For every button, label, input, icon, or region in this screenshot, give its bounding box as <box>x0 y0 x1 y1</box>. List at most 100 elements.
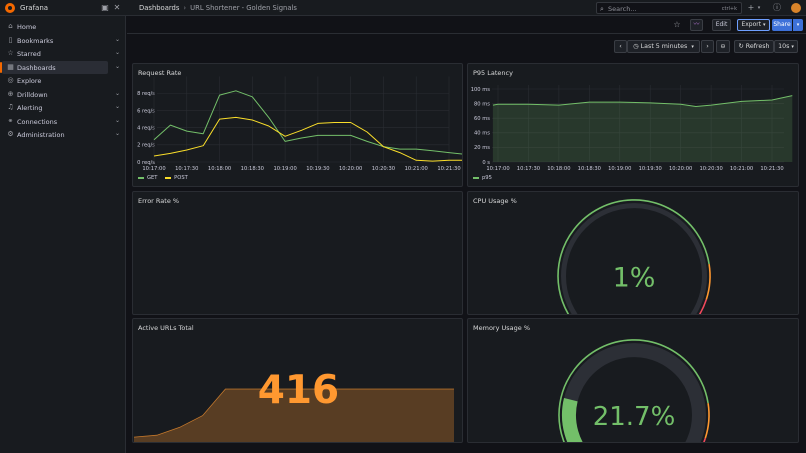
sidebar-item-administration[interactable]: ⚙ Administration ⌄ <box>2 128 120 141</box>
refresh-interval-picker[interactable]: 10s ▾ <box>774 40 798 53</box>
x-tick-label: 10:18:00 <box>547 166 570 172</box>
x-tick-label: 10:17:00 <box>486 166 509 172</box>
home-icon: ⌂ <box>8 22 13 30</box>
panel-title: P95 Latency <box>473 69 513 77</box>
star-icon[interactable]: ☆ <box>673 20 681 29</box>
add-icon[interactable]: + <box>747 3 755 12</box>
help-icon[interactable]: ⓘ <box>773 3 781 12</box>
legend-label-p95: p95 <box>482 175 492 181</box>
chevron-down-icon[interactable]: ⌄ <box>115 89 121 97</box>
close-menu-icon[interactable]: ✕ <box>113 3 121 12</box>
panel-cpu-usage[interactable]: CPU Usage % 1% <box>467 191 799 315</box>
panel-p95-latency[interactable]: P95 Latency 0 s 20 ms 40 ms 60 ms 80 ms 100 m… <box>467 63 799 187</box>
x-tick-label: 10:20:00 <box>339 166 362 172</box>
connections-icon: ⚭ <box>7 116 14 125</box>
clock-icon: ◷ <box>633 43 639 50</box>
series-line-post <box>153 116 462 162</box>
sidebar-item-label: Alerting <box>17 104 43 112</box>
dock-menu-icon[interactable]: ▣ <box>101 3 109 12</box>
chevron-down-icon[interactable]: ⌄ <box>115 35 121 43</box>
series-area-p95 <box>492 95 793 162</box>
search-icon: ⌕ <box>600 4 604 13</box>
zoom-out-icon: ⊖ <box>720 43 726 50</box>
x-tick-label: 10:19:30 <box>639 166 662 172</box>
gauge-threshold-band <box>558 339 709 442</box>
sidebar-item-drilldown[interactable]: ⊕ Drilldown ⌄ <box>2 88 120 101</box>
chevron-down-icon[interactable]: ⌄ <box>115 62 121 70</box>
compass-icon: ◎ <box>7 76 14 84</box>
y-tick-label: 80 ms <box>474 101 490 107</box>
series-line-p95 <box>492 95 793 107</box>
x-tick-label: 10:21:30 <box>760 166 783 172</box>
share-dropdown-button[interactable]: ▾ <box>793 19 803 31</box>
y-tick-label: 100 ms <box>471 87 491 93</box>
add-chevron-icon[interactable]: ▾ <box>757 5 761 11</box>
sidebar-item-starred[interactable]: ☆ Starred ⌄ <box>2 47 120 60</box>
x-tick-label: 10:19:00 <box>608 166 631 172</box>
legend-swatch-p95 <box>473 176 479 179</box>
memory-usage-gauge: 21.7% <box>558 339 710 442</box>
panel-request-rate[interactable]: Request Rate 0 req/s 2 req/s 4 req/s 6 req/… <box>132 63 463 187</box>
insights-button[interactable]: 〰 <box>690 19 703 31</box>
sidebar-item-label: Home <box>17 23 37 31</box>
panel-title: Memory Usage % <box>473 324 530 332</box>
breadcrumb-separator-icon: › <box>183 4 187 12</box>
chevron-down-icon[interactable]: ⌄ <box>115 103 121 110</box>
export-button[interactable]: Export ▾ <box>737 19 770 31</box>
panel-error-rate[interactable]: Error Rate % <box>132 191 463 315</box>
x-tick-label: 10:17:30 <box>517 166 540 172</box>
sidebar-item-connections[interactable]: ⚭ Connections ⌄ <box>2 115 120 128</box>
time-range-label: Last 5 minutes <box>640 43 688 50</box>
y-tick-label: 0 req/s <box>137 160 155 166</box>
search-input[interactable]: ⌕ Search... ctrl+k <box>596 2 742 14</box>
refresh-button[interactable]: ↻ Refresh <box>734 40 774 53</box>
sidebar-item-bookmarks[interactable]: ▯ Bookmarks ⌄ <box>2 34 120 47</box>
chevron-down-icon[interactable]: ⌄ <box>115 116 121 124</box>
sidebar-item-dashboards[interactable]: ▦ Dashboards ⌄ <box>0 60 120 74</box>
panel-memory-usage[interactable]: Memory Usage % 21.7% <box>467 318 799 443</box>
breadcrumb-current: URL Shortener - Golden Signals <box>190 4 297 12</box>
chevron-down-icon[interactable]: ⌄ <box>115 130 121 137</box>
x-tick-label: 10:20:00 <box>669 166 692 172</box>
panel-title: Error Rate % <box>138 197 180 205</box>
grafana-logo-icon[interactable] <box>5 3 15 13</box>
brand-name: Grafana <box>20 4 49 12</box>
search-placeholder: Search... <box>608 5 637 13</box>
gauge-threshold-band <box>698 299 708 314</box>
gauge-value-text: 21.7% <box>593 402 676 432</box>
refresh-icon: ↻ <box>738 43 744 50</box>
legend-item-p95[interactable]: p95 <box>473 175 492 181</box>
time-back-button[interactable]: ‹ <box>614 40 627 53</box>
legend-item-get[interactable]: GET <box>138 175 157 181</box>
sparkline-area <box>134 389 454 442</box>
legend-swatch-get <box>138 176 144 179</box>
y-tick-label: 2 req/s <box>137 143 155 149</box>
chevron-down-icon[interactable]: ⌄ <box>115 49 121 56</box>
gauge-threshold-band <box>557 199 710 314</box>
chart-legend: p95 <box>473 175 498 181</box>
y-tick-label: 60 ms <box>474 116 490 122</box>
gauge-threshold-band <box>703 437 707 442</box>
avatar[interactable] <box>791 3 801 13</box>
sidebar-item-home[interactable]: ⌂ Home <box>2 20 108 33</box>
sidebar-item-alerting[interactable]: ♫ Alerting ⌄ <box>2 101 120 114</box>
sidebar-item-explore[interactable]: ◎ Explore <box>2 74 108 87</box>
sparkline-line <box>133 388 454 438</box>
breadcrumb-dashboards[interactable]: Dashboards <box>139 4 180 12</box>
panel-title: Active URLs Total <box>138 324 194 332</box>
time-forward-button[interactable]: › <box>701 40 714 53</box>
edit-button[interactable]: Edit <box>712 19 731 31</box>
x-tick-label: 10:20:30 <box>372 166 395 172</box>
panel-active-urls[interactable]: Active URLs Total 416 <box>132 318 463 443</box>
share-button[interactable]: Share <box>772 19 792 31</box>
legend-item-post[interactable]: POST <box>165 175 188 181</box>
y-tick-label: 0 s <box>482 160 490 166</box>
dashboard-toolbar <box>127 16 806 34</box>
sidebar-item-label: Administration <box>17 131 65 139</box>
time-range-picker[interactable]: ◷ Last 5 minutes ▾ <box>627 40 700 53</box>
legend-label-post: POST <box>174 175 188 181</box>
x-tick-label: 10:19:30 <box>306 166 329 172</box>
panel-title: CPU Usage % <box>473 197 517 205</box>
zoom-out-button[interactable]: ⊖ <box>716 40 730 53</box>
gauge-value-text: 1% <box>613 262 656 293</box>
